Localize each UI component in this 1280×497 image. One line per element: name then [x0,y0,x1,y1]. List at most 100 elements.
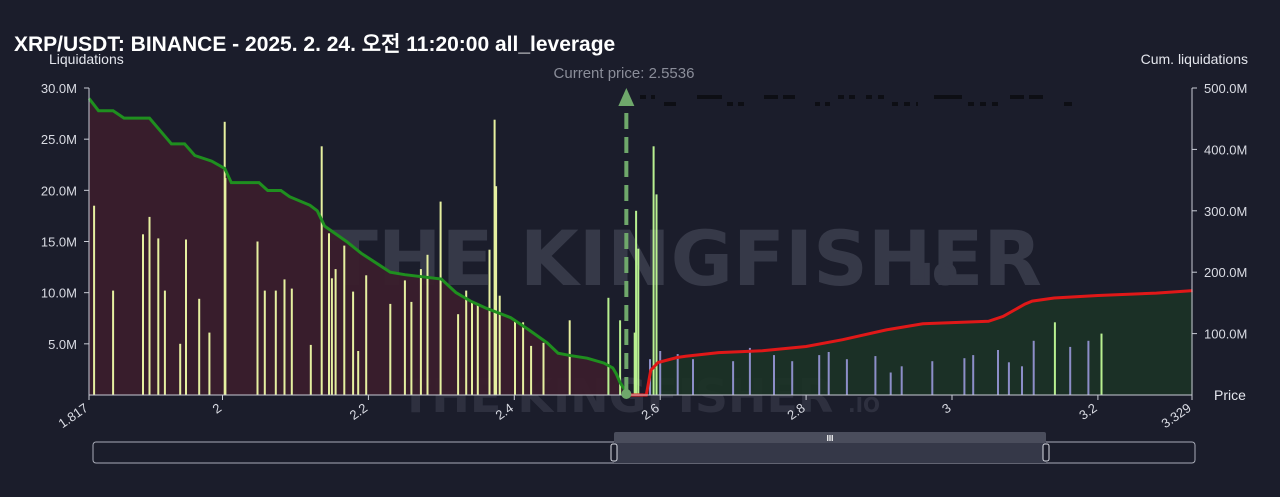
long-liquidation-bar [263,290,266,395]
long-liquidation-bar [309,344,312,395]
scrollbar-right-handle[interactable] [1042,443,1050,462]
x-tick-label: 3.2 [1076,400,1099,423]
long-liquidation-bar [389,303,392,395]
x-tick-label: 3 [939,400,954,416]
y-left-tick-label: 10.0M [41,286,77,301]
short-liquidation-bar [1053,322,1056,395]
y-right-tick-label: 300.0M [1204,204,1247,219]
current-price-label: Current price: 2.5536 [554,65,695,82]
y-right-tick-label: 500.0M [1204,81,1247,96]
short-liquidation-bar [1032,340,1035,395]
long-cumulative-area [89,98,627,396]
scrollbar-selected-range[interactable] [614,442,1046,463]
long-liquidation-bar [514,321,516,395]
cumulative-areas [89,98,1193,396]
long-liquidation-bar [403,280,406,395]
short-liquidation-bar [773,355,775,395]
long-liquidation-bar [274,290,277,395]
watermark-suffix-upper: .IO [910,258,958,293]
long-liquidation-bar [283,279,286,395]
y-left-tick-label: 30.0M [41,81,77,96]
long-liquidation-bar [112,290,115,395]
short-liquidation-bar [637,248,640,395]
long-liquidation-bar [343,245,346,395]
chart-title: XRP/USDT: BINANCE - 2025. 2. 24. 오전 11:2… [14,33,616,56]
current-price-marker: Current price: 2.5536 [554,65,695,399]
long-liquidation-bar [208,332,211,395]
short-liquidation-bar [931,361,934,395]
short-liquidation-bar [1087,340,1090,395]
short-liquidation-bar [1069,346,1072,395]
long-liquidation-bar [148,216,151,395]
short-liquidation-bar [619,320,622,395]
short-liquidation-bar [633,332,636,395]
short-liquidation-bar [748,347,751,395]
y-left-tick-label: 15.0M [41,235,77,250]
current-price-arrow [618,88,635,106]
y-left-tick-label: 5.0M [48,337,77,352]
long-liquidation-bar [330,278,333,395]
short-liquidation-bar [874,356,877,395]
long-liquidation-bar [256,241,259,395]
long-liquidation-bar [439,201,442,395]
long-liquidation-bar [488,249,491,395]
long-liquidation-bar [419,269,422,395]
watermark-suffix-lower: .IO [848,393,880,417]
short-liquidation-bar [889,372,892,395]
long-liquidation-bar [495,186,498,395]
short-cumulative-area [626,290,1193,395]
short-liquidation-bar [827,352,830,395]
long-liquidation-bar [185,239,187,395]
long-liquidation-bar [157,238,160,395]
short-liquidation-bar [652,146,655,395]
short-liquidation-bar [997,350,999,395]
scrollbar-grip: III [827,434,834,443]
short-liquidation-bar [1007,362,1010,395]
short-liquidation-bar [1021,366,1023,395]
long-liquidation-bar [352,291,355,395]
short-liquidation-bar [1100,333,1103,395]
bar-series [93,119,1103,396]
short-liquidation-bar [655,194,658,395]
long-liquidation-bar [465,290,468,395]
x-tick-label: 1.817 [55,400,90,431]
short-liquidation-bar [676,354,679,395]
x-tick-label: 3.329 [1158,400,1193,431]
short-liquidation-bar [635,210,638,395]
long-liquidation-bar [290,288,293,395]
long-liquidation-bar [471,301,473,395]
current-price-dot [621,389,632,399]
legend-dashes [640,95,1072,106]
scrollbar-drag-bar[interactable] [614,432,1046,443]
y-right-tick-label: 400.0M [1204,142,1247,157]
long-liquidation-bar [179,343,182,395]
long-liquidation-bar [357,351,360,395]
short-liquidation-bar [963,358,966,395]
x-tick-label: 2 [210,400,225,416]
short-liquidation-bar [791,361,794,395]
long-liquidation-bar [334,269,337,395]
long-liquidation-bar [410,301,413,395]
short-liquidation-bar [732,361,735,395]
long-liquidation-bar [320,146,323,395]
range-scrollbar[interactable]: III [92,432,1196,464]
long-liquidation-bar [198,298,201,395]
y-left-tick-label: 20.0M [41,183,77,198]
y-right-tick-label: 200.0M [1204,265,1247,280]
long-liquidation-bar [476,304,479,395]
long-liquidation-bar [542,342,545,395]
long-cumulative-line [87,97,628,393]
scrollbar-left-handle[interactable] [610,443,618,462]
x-axis-title: Price [1214,387,1246,403]
short-liquidation-bar [972,355,975,395]
long-liquidation-bar [93,205,96,395]
long-liquidation-bar [426,254,429,395]
short-liquidation-bar [607,297,610,395]
long-liquidation-bar [142,234,144,395]
short-liquidation-bar [900,366,903,395]
long-liquidation-bar [224,178,227,395]
short-liquidation-bar [659,351,662,395]
y-right-axis-title: Cum. liquidations [1141,51,1248,67]
long-liquidation-bar [498,295,501,395]
